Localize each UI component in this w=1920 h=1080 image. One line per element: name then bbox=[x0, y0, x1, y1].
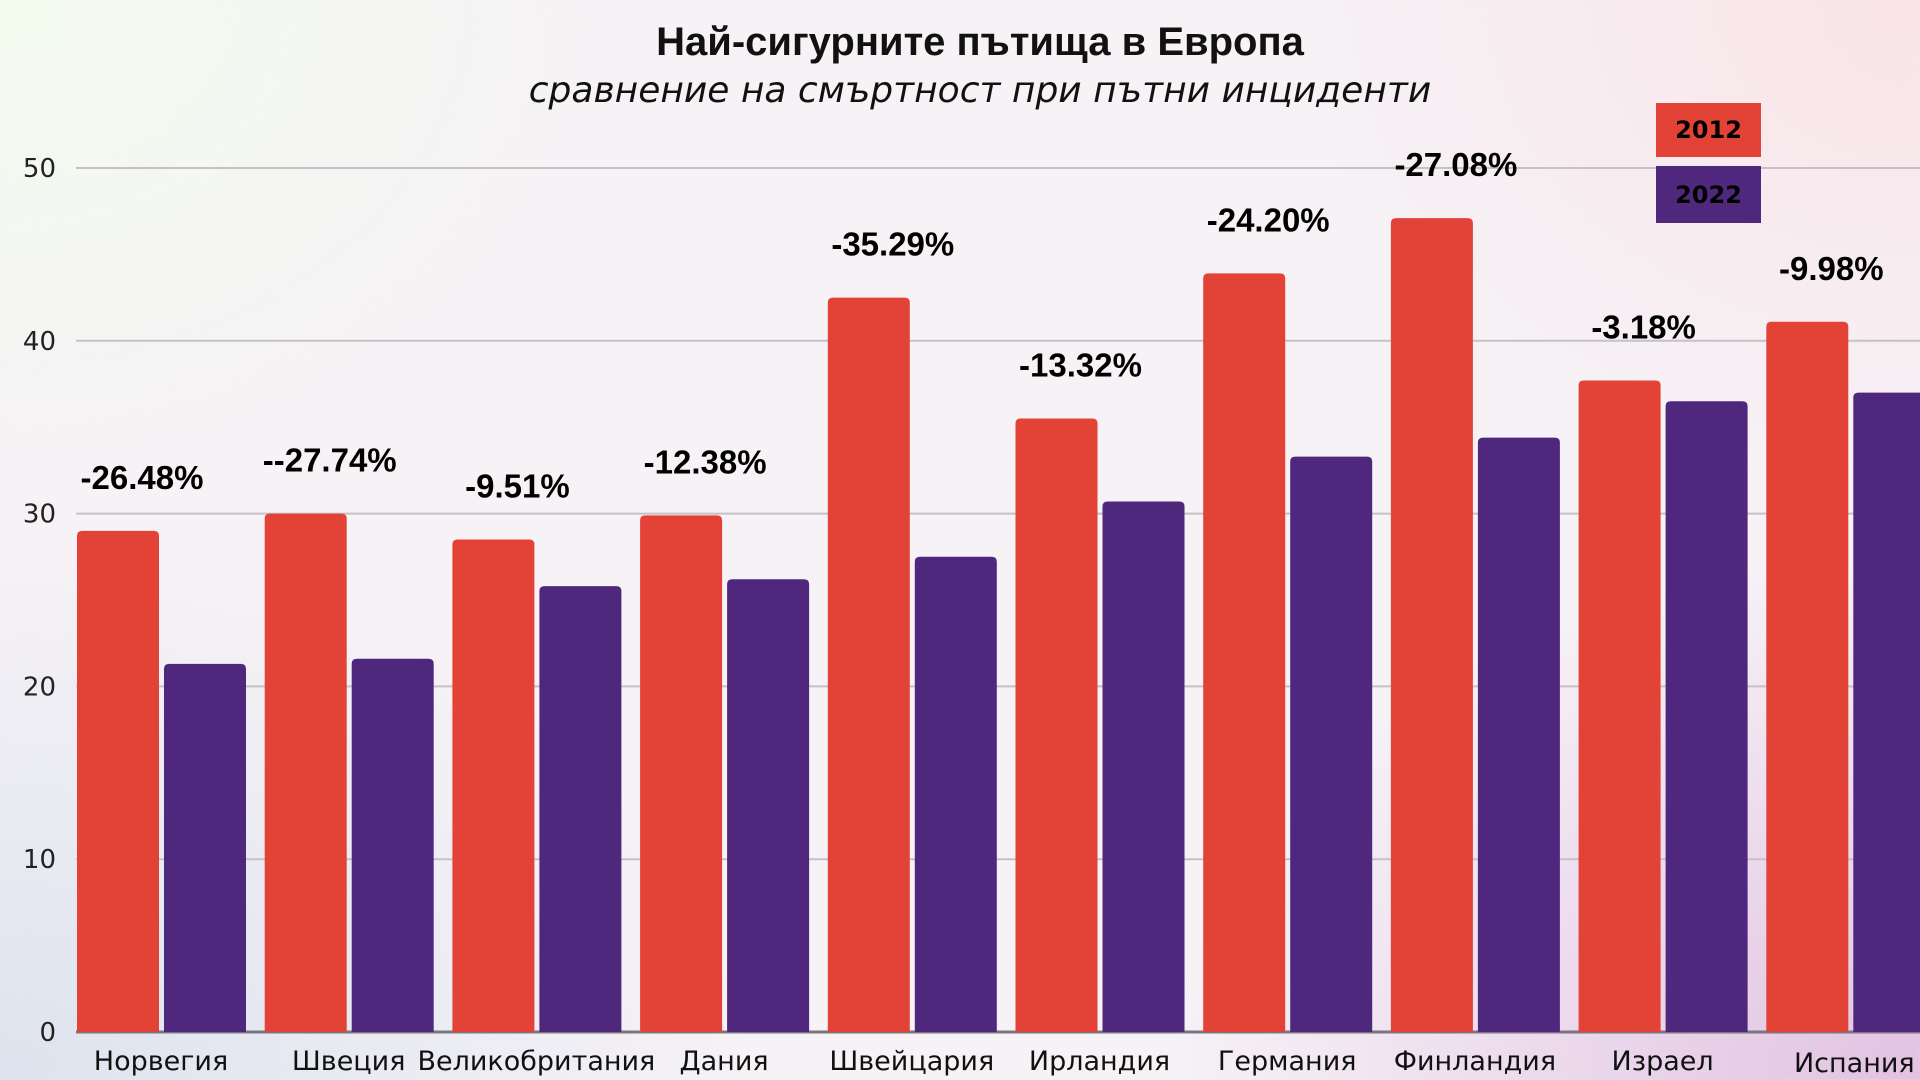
bar-2012-7 bbox=[1203, 273, 1286, 1033]
change-label: -13.32% bbox=[1019, 347, 1142, 384]
chart-subtitle: сравнение на смъртност при пътни инциден… bbox=[528, 70, 1432, 111]
x-axis-label: Германия bbox=[1218, 1046, 1357, 1077]
y-tick-label: 10 bbox=[23, 845, 56, 875]
legend-item-2022: 2022 bbox=[1656, 166, 1761, 223]
change-label: -9.98% bbox=[1779, 250, 1884, 287]
bars bbox=[77, 218, 1920, 1033]
bar-2022-2 bbox=[351, 658, 434, 1032]
legend-item-2012: 2012 bbox=[1656, 103, 1761, 157]
bar-2022-9 bbox=[1665, 401, 1748, 1032]
x-axis-label: Дания bbox=[680, 1046, 769, 1077]
bar-2022-4 bbox=[727, 579, 810, 1032]
change-label: -26.48% bbox=[81, 459, 204, 496]
bar-2012-6 bbox=[1015, 418, 1098, 1032]
bar-2022-10 bbox=[1853, 392, 1920, 1032]
change-label: -27.08% bbox=[1394, 146, 1517, 183]
y-tick-label: 0 bbox=[39, 1018, 56, 1048]
bar-2022-5 bbox=[914, 556, 997, 1032]
y-tick-label: 50 bbox=[23, 154, 56, 184]
bar-2012-1 bbox=[77, 530, 159, 1032]
legend-label-2012: 2012 bbox=[1675, 116, 1742, 144]
chart-title: Най-сигурните пътища в Европа bbox=[656, 20, 1304, 64]
change-label: -3.18% bbox=[1591, 309, 1696, 346]
bar-2012-10 bbox=[1766, 321, 1849, 1032]
x-axis-labels: Норвегия Швеция Великобритания Дания Швейцар… bbox=[94, 1046, 1915, 1079]
bar-2022-3 bbox=[539, 586, 622, 1032]
bar-2012-3 bbox=[452, 539, 535, 1032]
x-axis-label: Великобритания bbox=[417, 1046, 655, 1077]
legend-label-2022: 2022 bbox=[1675, 180, 1742, 209]
bar-2012-8 bbox=[1390, 218, 1473, 1032]
change-label: --27.74% bbox=[263, 442, 397, 479]
bar-2022-1 bbox=[164, 663, 246, 1032]
bar-2022-6 bbox=[1102, 501, 1185, 1032]
change-label: -12.38% bbox=[644, 443, 767, 480]
x-axis-label: Норвегия bbox=[94, 1046, 228, 1077]
y-tick-label: 20 bbox=[23, 672, 56, 702]
bar-2012-4 bbox=[640, 515, 723, 1032]
y-tick-label: 40 bbox=[23, 327, 56, 357]
bar-2022-7 bbox=[1290, 456, 1373, 1032]
change-label: -9.51% bbox=[465, 468, 570, 505]
change-label: -35.29% bbox=[831, 226, 954, 263]
change-label: -24.20% bbox=[1207, 201, 1330, 238]
x-axis-label: Ирландия bbox=[1029, 1046, 1170, 1077]
x-axis-label: Швеция bbox=[292, 1046, 406, 1077]
bar-2012-5 bbox=[827, 297, 910, 1033]
x-axis-label: Израел bbox=[1612, 1046, 1714, 1077]
x-axis-label: Испания bbox=[1794, 1048, 1915, 1079]
value-labels: -26.48% --27.74% -9.51% -12.38% -35.29% -13.3… bbox=[81, 146, 1884, 504]
bar-2012-9 bbox=[1578, 380, 1661, 1032]
x-axis-label: Швейцария bbox=[829, 1046, 994, 1077]
x-axis-label: Финландия bbox=[1394, 1046, 1556, 1077]
bar-2022-8 bbox=[1477, 437, 1560, 1032]
y-tick-label: 30 bbox=[23, 500, 56, 530]
bar-2012-2 bbox=[264, 513, 347, 1032]
